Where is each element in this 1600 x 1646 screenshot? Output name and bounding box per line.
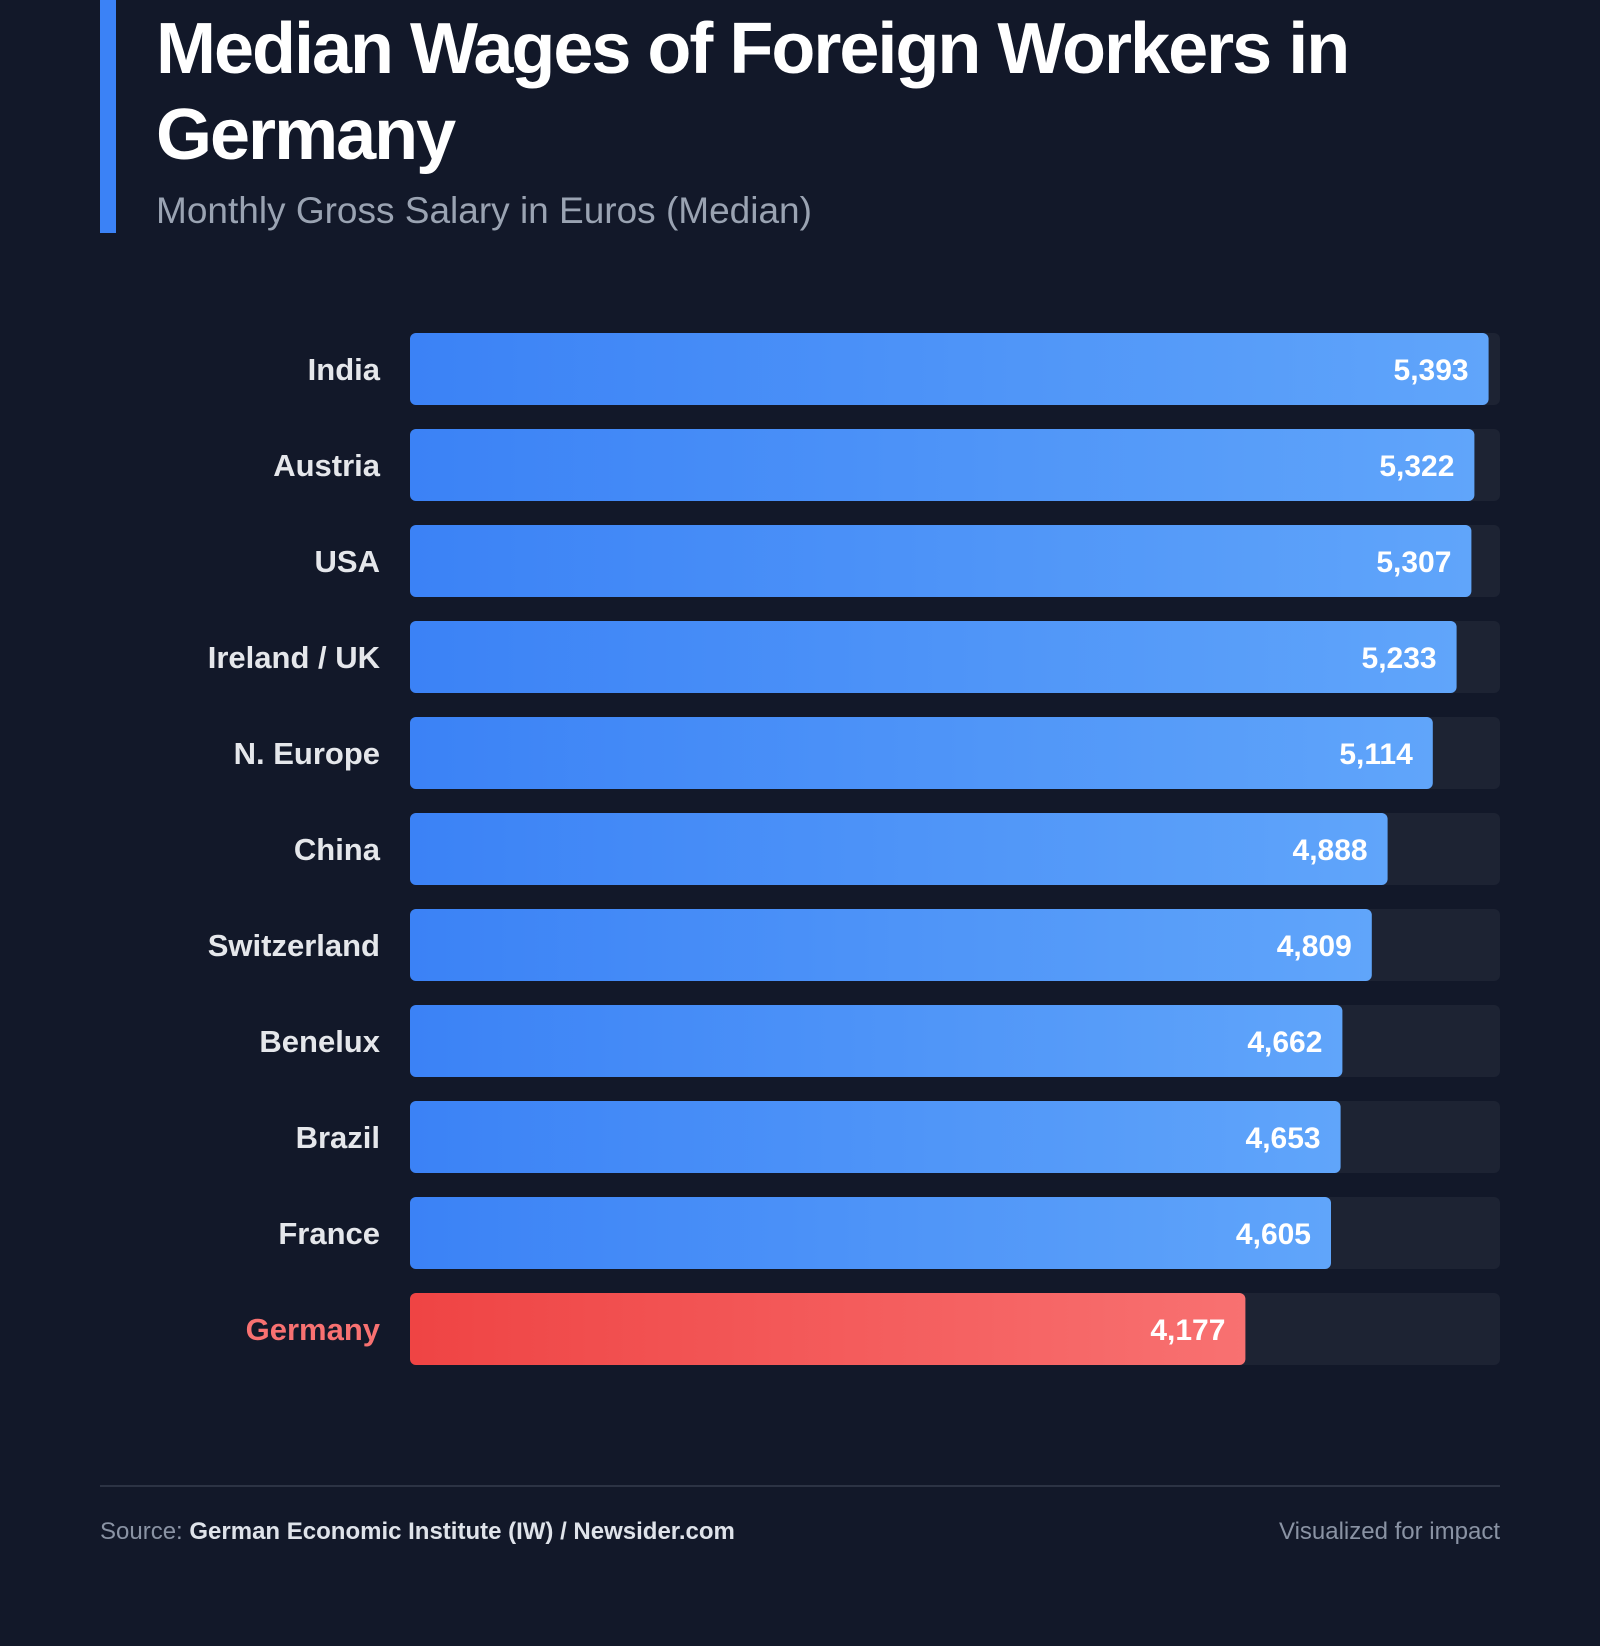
category-label-n-europe: N. Europe: [234, 736, 380, 771]
bar-chart: India 5,393 Austria 5,322 USA 5,307 Ireland / …: [208, 333, 1500, 1365]
chart-title: Median Wages of Foreign Workers in Germa…: [156, 9, 1350, 175]
value-label-n-europe: 5,114: [1339, 738, 1413, 771]
footer-source: Source: German Economic Institute (IW) /…: [100, 1515, 735, 1549]
value-label-france: 4,605: [1236, 1218, 1311, 1251]
value-label-india: 5,393: [1394, 354, 1469, 387]
bar-brazil: [410, 1101, 1341, 1173]
bar-india: [410, 333, 1489, 405]
bar-usa: [410, 525, 1472, 597]
category-label-usa: USA: [315, 544, 380, 579]
footer-divider: [100, 1485, 1500, 1487]
bar-austria: [410, 429, 1475, 501]
bar-benelux: [410, 1005, 1343, 1077]
source-name: German Economic Institute (IW) / Newside…: [189, 1518, 735, 1545]
title-accent-bar: [100, 0, 116, 233]
footer-tagline: Visualized for impact: [1279, 1518, 1500, 1545]
bar-france: [410, 1197, 1331, 1269]
value-label-benelux: 4,662: [1247, 1026, 1322, 1059]
value-label-austria: 5,322: [1379, 450, 1454, 483]
chart-subtitle: Monthly Gross Salary in Euros (Median): [156, 190, 812, 231]
value-label-germany: 4,177: [1150, 1314, 1225, 1347]
category-label-switzerland: Switzerland: [208, 928, 380, 963]
category-label-china: China: [294, 832, 381, 867]
value-label-brazil: 4,653: [1246, 1122, 1321, 1155]
category-label-brazil: Brazil: [296, 1120, 380, 1155]
category-label-france: France: [278, 1216, 380, 1251]
value-label-switzerland: 4,809: [1277, 930, 1352, 963]
category-label-germany: Germany: [246, 1312, 381, 1347]
category-label-ireland-uk: Ireland / UK: [208, 640, 381, 675]
bar-n-europe: [410, 717, 1433, 789]
bar-switzerland: [410, 909, 1372, 981]
category-label-india: India: [308, 352, 381, 387]
value-label-usa: 5,307: [1376, 546, 1451, 579]
bar-ireland-uk: [410, 621, 1457, 693]
value-label-china: 4,888: [1293, 834, 1368, 867]
value-label-ireland-uk: 5,233: [1362, 642, 1437, 675]
bar-china: [410, 813, 1388, 885]
source-prefix: Source:: [100, 1518, 183, 1545]
category-label-austria: Austria: [273, 448, 381, 483]
bar-germany: [410, 1293, 1246, 1365]
category-label-benelux: Benelux: [259, 1024, 380, 1059]
